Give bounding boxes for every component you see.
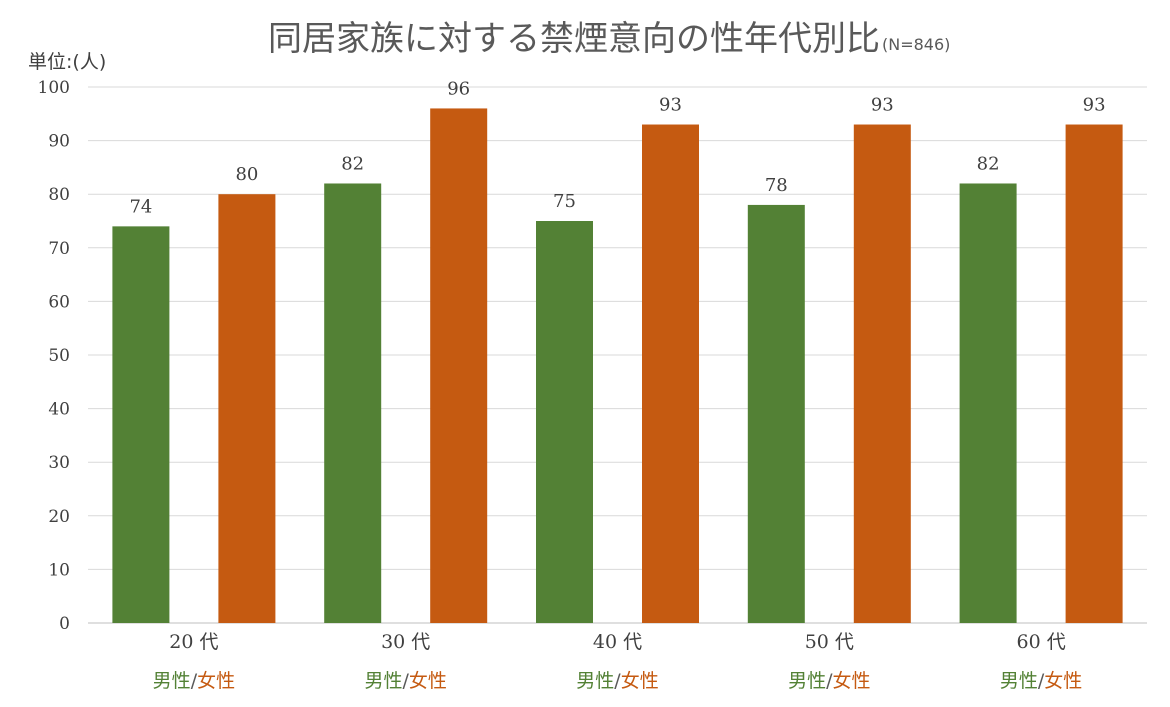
y-tick-label: 40: [48, 400, 70, 420]
gender-legend: 男性/女性: [153, 670, 235, 692]
y-tick-label: 20: [48, 507, 70, 527]
bars: [112, 108, 1123, 624]
x-category-label: 20 代: [169, 631, 218, 653]
unit-label: 単位:(人): [28, 51, 106, 73]
x-category-label: 50 代: [805, 631, 854, 653]
data-label: 78: [765, 175, 788, 196]
y-tick-label: 0: [59, 614, 70, 634]
bar-female: [218, 194, 276, 623]
gender-legend: 男性/女性: [576, 670, 658, 692]
data-label: 82: [341, 153, 364, 174]
bar-female: [642, 124, 699, 624]
gender-legend: 男性/女性: [1000, 670, 1082, 692]
chart-subtitle: (N=846): [882, 35, 950, 54]
y-axis: 0 10 20 30 40 50 60 70 80 90 100: [38, 78, 70, 634]
data-label: 93: [659, 95, 682, 116]
data-label: 96: [447, 78, 470, 99]
bar-male: [324, 183, 382, 624]
bar-female: [430, 108, 488, 623]
x-category-label: 40 代: [593, 631, 642, 653]
y-tick-label: 30: [48, 453, 70, 473]
y-tick-label: 10: [48, 560, 70, 580]
gender-legend: 男性/女性: [364, 670, 446, 692]
y-tick-label: 60: [48, 292, 70, 312]
y-tick-label: 70: [48, 239, 70, 259]
x-axis: 20 代男性/女性 30 代男性/女性 40 代男性/女性 50 代男性/女性 60 代…: [153, 631, 1083, 692]
data-label: 75: [553, 191, 576, 212]
bar-male: [112, 226, 170, 624]
bar-female: [853, 124, 911, 624]
y-tick-label: 80: [48, 185, 70, 205]
y-tick-label: 90: [48, 132, 70, 152]
bar-female: [1065, 124, 1123, 624]
data-labels: 74 80 82 96 75 93 78 93 82 93: [129, 78, 1105, 217]
x-category-label: 30 代: [381, 631, 430, 653]
gender-legend: 男性/女性: [788, 670, 870, 692]
chart-title: 同居家族に対する禁煙意向の性年代別比: [268, 19, 880, 59]
x-category-label: 60 代: [1016, 631, 1065, 653]
data-label: 80: [235, 164, 258, 185]
data-label: 93: [1083, 95, 1106, 116]
bar-male: [959, 183, 1017, 624]
data-label: 82: [977, 153, 1000, 174]
bar-male: [536, 221, 593, 623]
data-label: 74: [129, 196, 152, 217]
bar-male: [747, 204, 805, 624]
data-label: 93: [871, 95, 894, 116]
y-tick-label: 50: [48, 346, 70, 366]
y-tick-label: 100: [38, 78, 70, 98]
